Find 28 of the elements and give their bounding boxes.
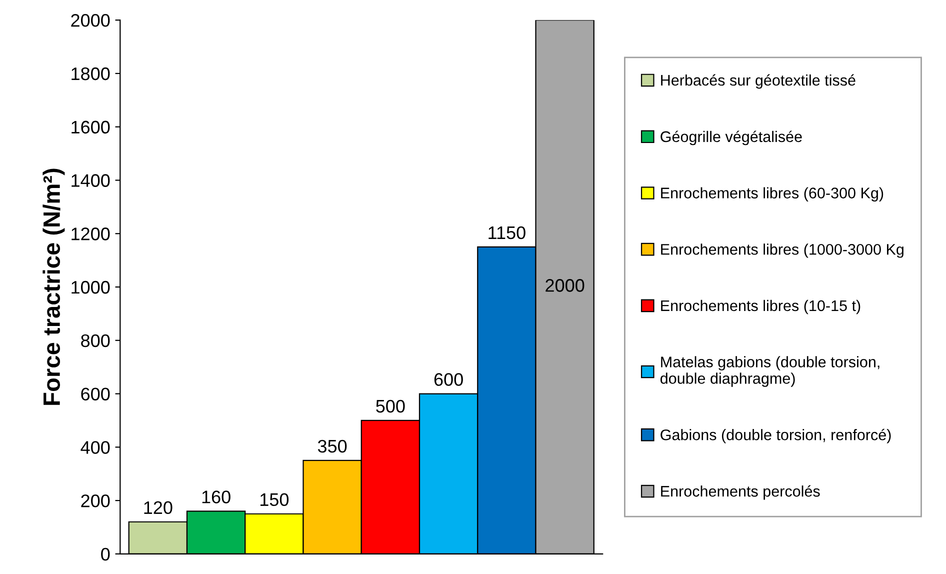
data-label: 1150	[488, 226, 526, 240]
y-tick-label: 1800	[72, 67, 110, 80]
legend-label: Enrochements libres (10-15 t)	[661, 300, 860, 314]
legend-label: Enrochements percolés	[661, 485, 820, 500]
legend-label: Matelas gabions (double torsion, double diaphragme)	[660, 356, 880, 387]
legend-label: Géogrille végétalisée	[660, 130, 802, 146]
y-axis-title: Force tractrice (N/m²)	[42, 168, 65, 405]
y-tick-label: 1200	[72, 228, 110, 240]
y-tick-label: 600	[81, 388, 110, 400]
y-tick-label: 400	[80, 441, 110, 454]
y-tick-label: 1600	[72, 120, 110, 134]
y-tick-label: 2000	[71, 14, 110, 27]
y-tick-label: 1000	[72, 280, 110, 294]
legend-label: Enrochements libres (60-300 Kg)	[661, 187, 884, 202]
data-label: 500	[376, 400, 405, 413]
y-tick-label: 1400	[72, 174, 110, 187]
data-label: 120	[144, 501, 172, 514]
legend-label: Gabions (double torsion, renforcé)	[660, 428, 891, 444]
legend-label: Enrochements libres (1000-3000 Kg	[661, 244, 904, 258]
data-label: 2000	[546, 279, 584, 292]
y-tick-label: 800	[81, 334, 110, 348]
data-label: 150	[260, 493, 289, 506]
y-tick-label: 0	[101, 548, 110, 561]
data-label: 600	[434, 373, 463, 386]
legend-label: Herbacés sur géotextile tissé	[661, 74, 856, 89]
y-tick-label: 200	[81, 494, 110, 508]
data-label: 160	[202, 490, 230, 504]
data-label: 350	[318, 440, 347, 453]
